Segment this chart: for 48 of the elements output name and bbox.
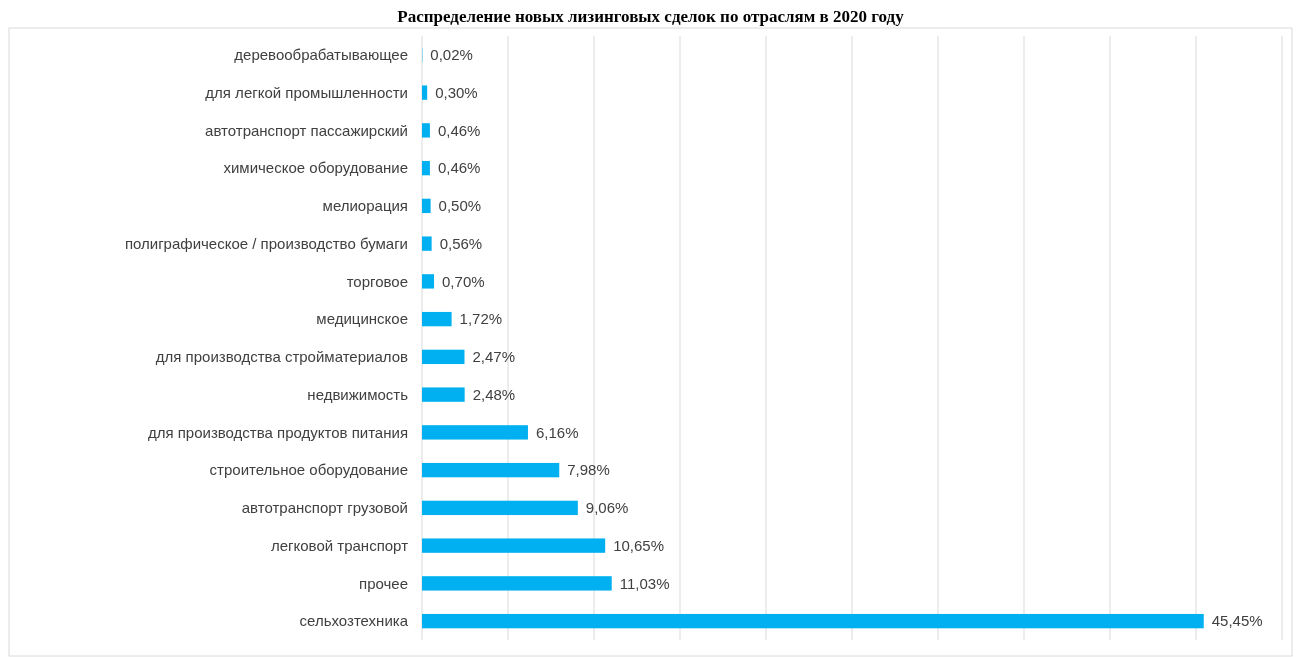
bar — [422, 349, 465, 365]
bar — [422, 576, 612, 591]
data-label: 0,02% — [430, 46, 473, 64]
data-label: 45,45% — [1211, 612, 1263, 630]
bar — [422, 160, 430, 176]
bar — [422, 500, 578, 516]
y-tick-label: автотранспорт пассажирский — [205, 121, 408, 139]
y-tick-label: недвижимость — [307, 385, 409, 403]
y-tick-label: сельхозтехника — [299, 612, 409, 630]
y-tick-label: строительное оборудование — [209, 461, 408, 479]
data-label: 11,03% — [619, 574, 670, 592]
bar — [422, 462, 560, 478]
data-label: 0,70% — [442, 272, 485, 290]
data-label: 0,46% — [437, 121, 481, 139]
bar — [422, 236, 432, 251]
data-label: 0,56% — [439, 234, 483, 252]
bar — [422, 198, 431, 214]
y-tick-label: медицинское — [316, 310, 408, 328]
bar — [422, 538, 606, 553]
data-label: 2,47% — [472, 348, 516, 366]
data-label: 9,06% — [585, 499, 629, 517]
y-tick-label: для легкой промышленности — [205, 83, 408, 101]
bar — [422, 613, 1204, 629]
bar — [422, 311, 452, 327]
bar — [422, 425, 528, 440]
y-tick-label: торговое — [346, 272, 408, 290]
y-tick-label: химическое оборудование — [223, 159, 408, 177]
data-label: 7,98% — [567, 461, 610, 479]
data-label: 2,48% — [472, 385, 516, 403]
data-label: 0,30% — [435, 83, 478, 101]
bar — [422, 123, 430, 138]
bar — [422, 274, 435, 289]
y-tick-label: мелиорация — [322, 197, 408, 215]
chart-title: Распределение новых лизинговых сделок по отраслям в 2020 году — [397, 7, 905, 26]
data-label: 0,50% — [438, 197, 482, 215]
y-tick-label: легковой транспорт — [270, 536, 409, 554]
bar — [422, 387, 465, 402]
y-tick-label: деревообрабатывающее — [234, 46, 408, 64]
data-label: 0,46% — [437, 159, 481, 177]
data-label: 10,65% — [613, 536, 665, 554]
y-tick-label: автотранспорт грузовой — [241, 499, 408, 517]
y-tick-label: для производства продуктов питания — [147, 423, 408, 441]
y-tick-label: полиграфическое / производство бумаги — [124, 234, 408, 252]
data-label: 1,72% — [459, 310, 503, 328]
bar — [422, 85, 428, 100]
y-tick-label: для производства стройматериалов — [155, 348, 409, 366]
y-tick-label: прочее — [359, 574, 408, 592]
data-label: 6,16% — [535, 423, 579, 441]
